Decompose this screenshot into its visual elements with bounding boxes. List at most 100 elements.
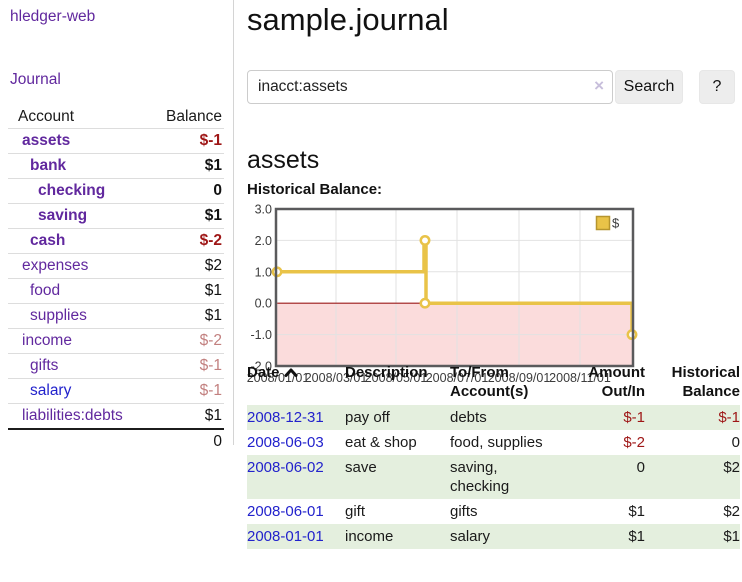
transaction-amount: $-1 [623,409,645,426]
account-row: bank $1 [8,153,224,179]
transaction-balance: $1 [723,528,740,545]
sidebar-account-link[interactable]: cash [30,232,66,249]
legend-swatch [595,215,611,231]
balance-chart: $ 3.0 2.0 1.0 0.0 -1.0 -2.0 2008/01/01 2… [247,203,638,385]
transaction-accounts: gifts [450,503,478,520]
svg-text:2008/11/01: 2008/11/01 [549,371,611,385]
account-balance: $1 [151,403,224,429]
sidebar-account-link[interactable]: supplies [30,307,87,324]
account-balance: $1 [151,203,224,229]
account-row: checking 0 [8,178,224,204]
sidebar-account-link[interactable]: salary [30,382,72,399]
transaction-accounts: debts [450,409,487,426]
accounts-total-value: 0 [151,428,224,454]
transaction-date-link[interactable]: 2008-06-03 [247,434,324,451]
account-row: supplies $1 [8,303,224,329]
chart-title: Historical Balance: [247,181,383,198]
sidebar-account-link[interactable]: gifts [30,357,59,374]
account-row: liabilities:debts $1 [8,403,224,429]
transaction-description: pay off [345,409,390,426]
sidebar-account-link[interactable]: income [22,332,72,349]
svg-text:2008/09/01: 2008/09/01 [488,371,551,385]
svg-text:2008/07/01: 2008/07/01 [426,371,489,385]
account-row: income $-2 [8,328,224,354]
register-col-date[interactable]: Date [247,361,345,405]
account-balance: $2 [151,253,224,279]
sort-ascending-icon [284,368,298,377]
clear-search-icon[interactable]: × [594,76,604,95]
transaction-date-link[interactable]: 2008-01-01 [247,528,324,545]
svg-text:2.0: 2.0 [255,234,272,248]
transaction-balance: $2 [723,459,740,476]
svg-text:2008/03/01: 2008/03/01 [305,371,368,385]
account-balance: $1 [151,278,224,304]
accounts-total-row: 0 [8,428,224,454]
transaction-description: eat & shop [345,434,417,451]
svg-text:-2.0: -2.0 [250,360,272,374]
sidebar: hledger-web Journal Account Balance asse… [0,0,234,454]
account-balance: $-1 [151,378,224,404]
register-row: 2008-01-01 income salary $1 $1 [247,524,740,549]
svg-text:-1.0: -1.0 [250,328,272,342]
sidebar-account-link[interactable]: checking [38,182,106,199]
account-row: assets $-1 [8,128,224,154]
account-row: salary $-1 [8,378,224,404]
transaction-balance: 0 [731,434,740,451]
account-balance: $-1 [151,353,224,379]
sidebar-account-link[interactable]: assets [22,132,71,149]
sidebar-account-link[interactable]: food [30,282,61,299]
account-balance: $1 [151,153,224,179]
transaction-accounts: food, supplies [450,434,543,451]
register-row: 2008-06-01 gift gifts $1 $2 [247,499,740,524]
y-axis-labels: 3.0 2.0 1.0 0.0 -1.0 -2.0 [250,203,272,374]
register-col-balance: Historical Balance [671,364,740,400]
accounts-col-account: Account [18,108,75,125]
register-col-amount: Amount Out/In [588,364,645,400]
register-header-row: Date Description To/From Account(s) Amou… [247,361,740,405]
x-axis-labels: 2008/01/01 2008/03/01 2008/05/01 2008/07… [247,371,611,385]
sidebar-account-link[interactable]: expenses [22,257,89,274]
transaction-date-link[interactable]: 2008-06-01 [247,503,324,520]
transaction-description: gift [345,503,366,520]
account-row: cash $-2 [8,228,224,254]
main-content: sample.journal × Search ? assets Histori… [247,0,742,582]
page-title: sample.journal [247,2,449,37]
transaction-amount: $1 [628,528,645,545]
transaction-amount: 0 [636,459,645,476]
register-row: 2008-12-31 pay off debts $-1 $-1 [247,405,740,430]
accounts-col-balance: Balance [165,108,222,125]
register-col-accounts: To/From Account(s) [450,364,529,400]
account-row: food $1 [8,278,224,304]
help-button[interactable]: ? [699,70,735,104]
brand-link[interactable]: hledger-web [10,8,96,25]
transaction-date-link[interactable]: 2008-06-02 [247,459,324,476]
account-balance: $1 [151,303,224,329]
plot-border [274,207,635,368]
search-input[interactable] [247,70,613,104]
transaction-date-link[interactable]: 2008-12-31 [247,409,324,426]
account-balance: $-2 [151,228,224,254]
search-button[interactable]: Search [615,70,683,104]
account-row: gifts $-1 [8,353,224,379]
account-balance: 0 [151,178,224,204]
account-title: assets [247,146,320,174]
svg-text:3.0: 3.0 [255,203,272,217]
svg-text:1.0: 1.0 [255,265,272,279]
transaction-description: save [345,459,377,476]
sidebar-account-link[interactable]: bank [30,157,67,174]
sidebar-account-link[interactable]: saving [38,207,88,224]
accounts-header-row: Account Balance [8,104,224,129]
sidebar-item-journal[interactable]: Journal [10,71,61,88]
transaction-accounts: salary [450,528,491,545]
register-row: 2008-06-02 save saving, checking 0 $2 [247,455,740,499]
chart-legend: $ [595,215,620,231]
transaction-accounts: saving, checking [450,459,510,495]
svg-text:0.0: 0.0 [255,297,272,311]
transaction-balance: $-1 [718,409,740,426]
transaction-balance: $2 [723,503,740,520]
svg-text:2008/05/01: 2008/05/01 [365,371,428,385]
account-row: expenses $2 [8,253,224,279]
sidebar-account-link[interactable]: liabilities:debts [22,407,123,424]
transaction-description: income [345,528,394,545]
register-col-description: Description [345,364,428,381]
